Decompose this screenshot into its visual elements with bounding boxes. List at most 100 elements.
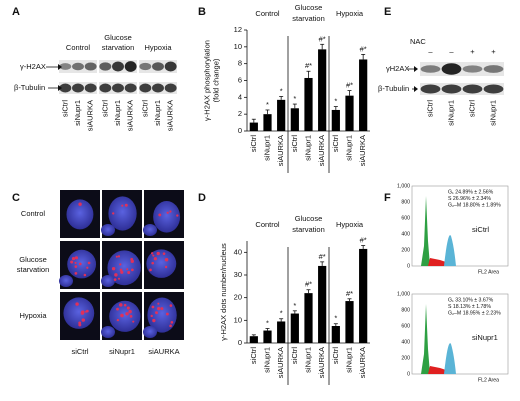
group-label: Glucose — [104, 33, 132, 42]
nucleus — [143, 326, 157, 338]
foci — [176, 214, 179, 217]
group-label: Hypoxia — [336, 220, 364, 229]
significance: #* — [346, 81, 353, 90]
nucleus — [153, 201, 181, 233]
foci — [119, 263, 122, 266]
treatment-sign: + — [491, 47, 496, 56]
bar — [277, 99, 286, 131]
group-label: Control — [255, 220, 280, 229]
nucleus — [59, 275, 73, 287]
foci — [115, 255, 118, 258]
significance: #* — [305, 280, 312, 289]
treatment-sign: – — [449, 47, 454, 56]
column-label: siAURKA — [148, 347, 179, 356]
foci — [166, 211, 169, 214]
blot-band — [112, 83, 124, 93]
y-tick-label: 12 — [234, 25, 242, 34]
nucleus — [101, 326, 115, 338]
lane-label: siAURKA — [86, 100, 95, 131]
foci — [151, 305, 155, 309]
blot-band — [462, 65, 483, 73]
group-label: starvation — [292, 225, 325, 234]
significance: #* — [360, 236, 367, 245]
bar — [290, 313, 299, 343]
foci — [116, 318, 120, 322]
lane-label: siAURKA — [166, 100, 175, 131]
lane-label: siNupr1 — [488, 100, 497, 126]
blot-band — [99, 83, 112, 93]
blot-band — [483, 84, 504, 94]
y-tick-label: 400 — [401, 231, 410, 237]
g2m-peak — [444, 343, 456, 374]
foci — [81, 318, 86, 322]
foci — [118, 277, 121, 280]
foci — [118, 303, 123, 307]
arrow-head — [58, 85, 62, 91]
significance: * — [293, 301, 296, 310]
foci — [150, 314, 153, 318]
y-tick-label: 0 — [407, 371, 410, 377]
foci — [126, 268, 129, 271]
y-tick-label: 1,000 — [397, 183, 410, 189]
foci — [130, 268, 134, 272]
row-label: β-Tubulin — [14, 83, 45, 92]
bar — [249, 336, 258, 343]
blot-band — [72, 62, 84, 71]
foci — [74, 265, 78, 268]
g1-peak — [421, 196, 430, 266]
panel-letter: D — [198, 192, 206, 204]
x-tick-label: siNupr1 — [262, 347, 271, 373]
foci — [164, 265, 168, 269]
bar — [331, 326, 340, 343]
foci — [149, 268, 152, 272]
foci — [74, 271, 78, 275]
foci — [112, 212, 115, 215]
foci — [152, 254, 155, 257]
y-axis-label: γ-H2AX phosphorylation — [202, 40, 211, 121]
foci — [78, 323, 82, 327]
plot-label: siNupr1 — [472, 333, 498, 342]
x-tick-label: siNupr1 — [303, 135, 312, 161]
y-tick-label: 10 — [234, 42, 242, 51]
foci — [78, 202, 82, 206]
y-tick-label: 0 — [407, 263, 410, 269]
significance: #* — [360, 44, 367, 53]
foci — [75, 302, 79, 306]
blot-band — [112, 61, 124, 72]
y-tick-label: 200 — [401, 247, 410, 253]
group-label: Control — [66, 43, 91, 52]
x-tick-label: siNupr1 — [344, 135, 353, 161]
foci — [160, 307, 164, 311]
y-tick-label: 20 — [234, 293, 242, 302]
bar — [331, 109, 340, 131]
y-tick-label: 0 — [238, 338, 242, 347]
blot-band — [59, 83, 72, 93]
blot-band — [483, 65, 504, 73]
group-label: Glucose — [295, 214, 323, 223]
group-label: starvation — [102, 43, 135, 52]
blot-band — [84, 83, 97, 93]
significance: * — [293, 94, 296, 103]
foci — [111, 267, 116, 271]
treatment-sign: + — [470, 47, 475, 56]
y-tick-label: 1,000 — [397, 291, 410, 297]
foci — [164, 258, 169, 262]
bar — [345, 95, 354, 131]
y-tick-label: 0 — [238, 126, 242, 135]
bar — [249, 122, 258, 131]
blot-band — [420, 65, 441, 73]
foci — [86, 266, 89, 269]
foci — [129, 315, 133, 318]
x-tick-label: siCtrl — [290, 347, 299, 364]
row-label: γH2AX — [386, 64, 409, 73]
nucleus — [143, 224, 157, 236]
row-label: γ-H2AX — [20, 62, 46, 71]
lane-label: siCtrl — [467, 100, 476, 117]
cell-cycle-stat: G₂–M 18.95% ± 2.23% — [448, 310, 501, 316]
lane-label: siCtrl — [425, 100, 434, 117]
group-label: starvation — [292, 14, 325, 23]
blot-band — [164, 83, 177, 93]
foci — [153, 257, 158, 261]
cell-cycle-stat: S 18.13% ± 1.78% — [448, 304, 491, 310]
row-label: Glucose — [19, 255, 47, 264]
